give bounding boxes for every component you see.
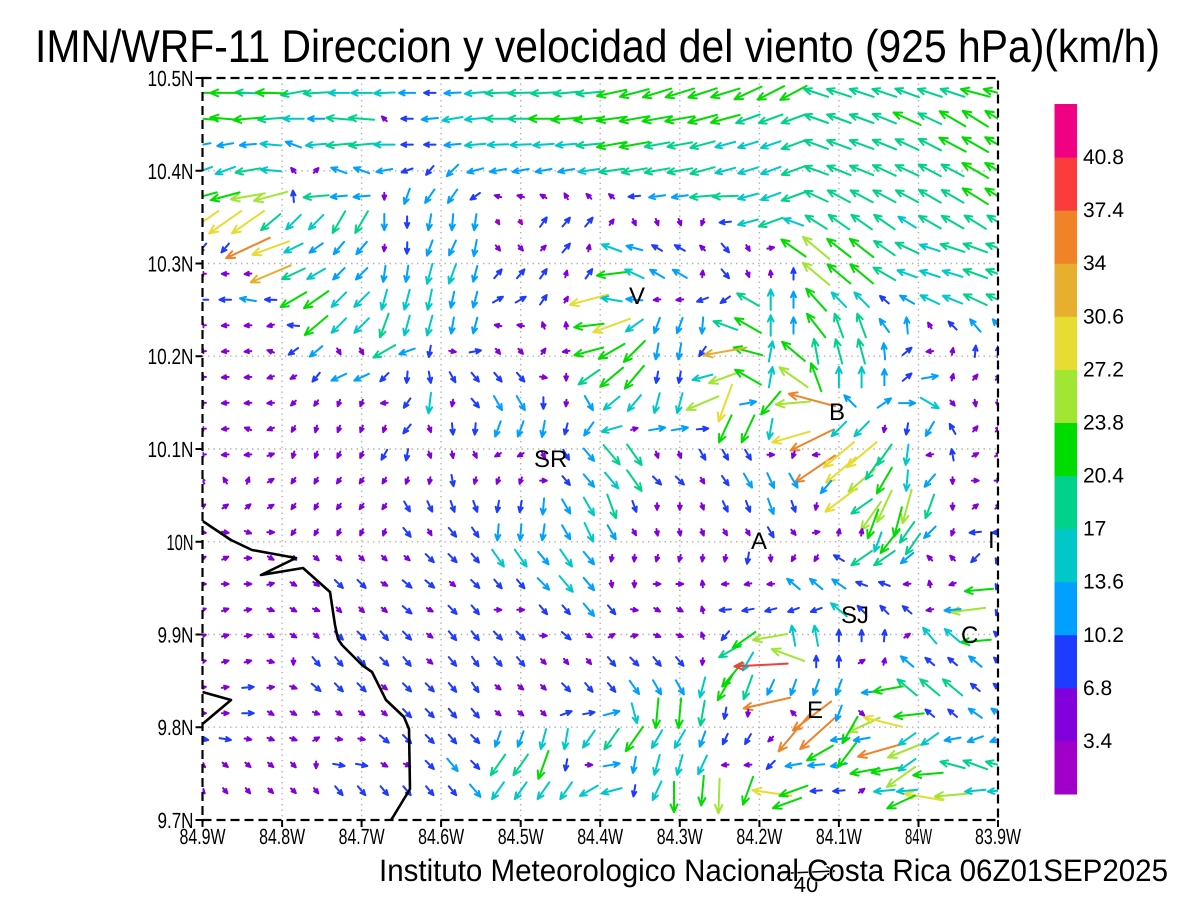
svg-text:IMN/WRF-11 Direccion y velocid: IMN/WRF-11 Direccion y velocidad del vie… xyxy=(35,20,1160,72)
svg-text:30.6: 30.6 xyxy=(1083,305,1124,328)
svg-text:84.4W: 84.4W xyxy=(577,824,623,849)
svg-text:84.6W: 84.6W xyxy=(418,824,464,849)
svg-text:10.2N: 10.2N xyxy=(148,344,194,369)
svg-text:10.1N: 10.1N xyxy=(148,437,194,462)
svg-text:84.7W: 84.7W xyxy=(339,824,385,849)
svg-text:84.8W: 84.8W xyxy=(259,824,305,849)
svg-text:9.9N: 9.9N xyxy=(158,623,194,648)
svg-text:40.8: 40.8 xyxy=(1083,146,1124,169)
svg-text:B: B xyxy=(829,399,845,426)
svg-text:23.8: 23.8 xyxy=(1083,412,1124,435)
svg-text:84W: 84W xyxy=(905,824,932,849)
svg-text:20.4: 20.4 xyxy=(1083,465,1124,488)
svg-text:40: 40 xyxy=(794,872,818,897)
svg-text:SJ: SJ xyxy=(841,602,869,629)
svg-text:27.2: 27.2 xyxy=(1083,358,1124,381)
svg-text:13.6: 13.6 xyxy=(1083,571,1124,594)
svg-text:37.4: 37.4 xyxy=(1083,199,1124,222)
svg-text:84.5W: 84.5W xyxy=(498,824,544,849)
svg-text:34: 34 xyxy=(1083,252,1107,275)
svg-text:10.2: 10.2 xyxy=(1083,624,1124,647)
svg-text:84.3W: 84.3W xyxy=(657,824,703,849)
svg-text:9.7N: 9.7N xyxy=(158,808,194,833)
svg-text:10.5N: 10.5N xyxy=(148,66,194,91)
svg-text:3.4: 3.4 xyxy=(1083,730,1113,753)
svg-text:10N: 10N xyxy=(167,530,194,555)
svg-text:17: 17 xyxy=(1083,518,1106,541)
svg-text:83.9W: 83.9W xyxy=(975,824,1021,849)
svg-text:V: V xyxy=(629,283,645,310)
svg-text:84.2W: 84.2W xyxy=(736,824,782,849)
svg-text:84.9W: 84.9W xyxy=(180,824,226,849)
svg-text:10.4N: 10.4N xyxy=(148,159,194,184)
svg-text:I: I xyxy=(988,527,995,554)
svg-text:9.8N: 9.8N xyxy=(158,715,194,740)
svg-text:84.1W: 84.1W xyxy=(816,824,862,849)
svg-text:Instituto Meteorologico Nacion: Instituto Meteorologico Nacional Costa R… xyxy=(379,853,1168,888)
svg-text:C: C xyxy=(961,622,978,649)
svg-text:SR: SR xyxy=(534,446,567,473)
svg-text:10.3N: 10.3N xyxy=(148,252,194,277)
svg-text:E: E xyxy=(807,697,823,724)
svg-text:A: A xyxy=(751,528,767,555)
svg-text:6.8: 6.8 xyxy=(1083,677,1112,700)
